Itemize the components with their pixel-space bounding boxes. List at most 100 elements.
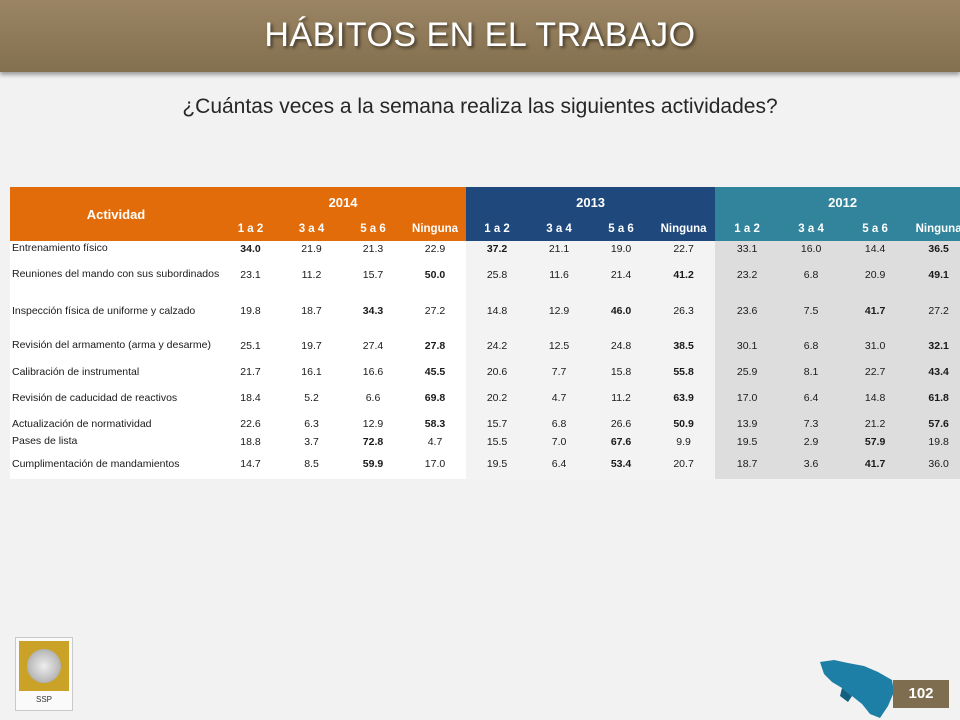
value-cell: 23.6 (715, 293, 780, 329)
value-cell: 15.7 (466, 414, 529, 434)
value-cell: 6.8 (779, 256, 844, 293)
value-cell: 7.0 (528, 434, 591, 449)
value-cell: 19.5 (466, 449, 529, 479)
value-cell: 20.7 (652, 449, 716, 479)
activity-label: Actualización de normatividad (10, 414, 220, 434)
value-cell: 59.9 (342, 449, 404, 479)
value-cell: 72.8 (342, 434, 404, 449)
subtitle: ¿Cuántas veces a la semana realiza las s… (182, 95, 778, 118)
year-2012-header: 2012 (715, 187, 960, 217)
year-2014-header: 2014 (220, 187, 467, 217)
table-row: Revisión de caducidad de reactivos 18.4 5.… (10, 382, 960, 414)
value-cell: 24.8 (590, 329, 653, 362)
value-cell: 43.4 (907, 362, 960, 382)
value-cell: 25.8 (466, 256, 529, 293)
value-cell: 22.6 (220, 414, 281, 434)
activity-label: Calibración de instrumental (10, 362, 220, 382)
value-cell: 36.0 (907, 449, 960, 479)
value-cell: 20.6 (466, 362, 529, 382)
activity-label: Revisión de caducidad de reactivos (10, 382, 220, 414)
value-cell: 45.5 (404, 362, 467, 382)
value-cell: 6.6 (342, 382, 404, 414)
value-cell: 31.0 (843, 329, 908, 362)
page-number: 102 (893, 680, 949, 708)
value-cell: 13.9 (715, 414, 780, 434)
value-cell: 22.7 (843, 362, 908, 382)
value-cell: 36.5 (907, 241, 960, 256)
value-cell: 34.3 (342, 293, 404, 329)
value-cell: 50.0 (404, 256, 467, 293)
value-cell: 20.9 (843, 256, 908, 293)
value-cell: 25.1 (220, 329, 281, 362)
category-header: Ninguna (907, 217, 960, 241)
value-cell: 6.4 (779, 382, 844, 414)
value-cell: 16.1 (281, 362, 342, 382)
value-cell: 11.2 (281, 256, 342, 293)
value-cell: 21.7 (220, 362, 281, 382)
value-cell: 26.3 (652, 293, 716, 329)
value-cell: 18.8 (220, 434, 281, 449)
value-cell: 11.2 (590, 382, 653, 414)
activity-label: Reuniones del mando con sus subordinados (10, 256, 220, 293)
value-cell: 53.4 (590, 449, 653, 479)
value-cell: 41.2 (652, 256, 716, 293)
value-cell: 6.3 (281, 414, 342, 434)
value-cell: 27.4 (342, 329, 404, 362)
value-cell: 15.7 (342, 256, 404, 293)
value-cell: 57.9 (843, 434, 908, 449)
value-cell: 16.0 (779, 241, 844, 256)
value-cell: 69.8 (404, 382, 467, 414)
category-header: 1 a 2 (715, 217, 780, 241)
value-cell: 6.4 (528, 449, 591, 479)
value-cell: 18.4 (220, 382, 281, 414)
value-cell: 23.2 (715, 256, 780, 293)
logo-label: SSP (35, 695, 52, 704)
value-cell: 4.7 (404, 434, 467, 449)
value-cell: 12.9 (528, 293, 591, 329)
value-cell: 19.5 (715, 434, 780, 449)
value-cell: 49.1 (907, 256, 960, 293)
value-cell: 12.9 (342, 414, 404, 434)
value-cell: 7.7 (528, 362, 591, 382)
value-cell: 12.5 (528, 329, 591, 362)
value-cell: 67.6 (590, 434, 653, 449)
value-cell: 8.5 (281, 449, 342, 479)
value-cell: 8.1 (779, 362, 844, 382)
value-cell: 2.9 (779, 434, 844, 449)
table-body: Entrenamiento físico 34.0 21.9 21.3 22.9 37.2… (10, 241, 960, 479)
value-cell: 19.8 (907, 434, 960, 449)
table-row: Reuniones del mando con sus subordinados… (10, 256, 960, 293)
value-cell: 7.5 (779, 293, 844, 329)
category-header: 3 a 4 (779, 217, 844, 241)
value-cell: 37.2 (466, 241, 529, 256)
value-cell: 22.9 (404, 241, 467, 256)
value-cell: 21.3 (342, 241, 404, 256)
value-cell: 34.0 (220, 241, 281, 256)
value-cell: 55.8 (652, 362, 716, 382)
category-header: 5 a 6 (342, 217, 404, 241)
value-cell: 58.3 (404, 414, 467, 434)
activity-label: Inspección física de uniforme y calzado (10, 293, 220, 329)
seal-icon (27, 649, 61, 683)
value-cell: 38.5 (652, 329, 716, 362)
table-row: Cumplimentación de mandamientos 14.7 8.5 59… (10, 449, 960, 479)
value-cell: 23.1 (220, 256, 281, 293)
value-cell: 18.7 (715, 449, 780, 479)
page-title: HÁBITOS EN EL TRABAJO (264, 16, 696, 54)
value-cell: 7.3 (779, 414, 844, 434)
activity-label: Pases de lista (10, 434, 220, 449)
activity-header: Actividad (10, 187, 220, 241)
value-cell: 17.0 (715, 382, 780, 414)
value-cell: 14.4 (843, 241, 908, 256)
value-cell: 32.1 (907, 329, 960, 362)
value-cell: 4.7 (528, 382, 591, 414)
category-header: 3 a 4 (528, 217, 591, 241)
category-header: 1 a 2 (220, 217, 281, 241)
value-cell: 50.9 (652, 414, 716, 434)
ssp-logo: SSP (15, 637, 73, 711)
category-header: 5 a 6 (843, 217, 908, 241)
value-cell: 6.8 (528, 414, 591, 434)
value-cell: 17.0 (404, 449, 467, 479)
value-cell: 15.8 (590, 362, 653, 382)
